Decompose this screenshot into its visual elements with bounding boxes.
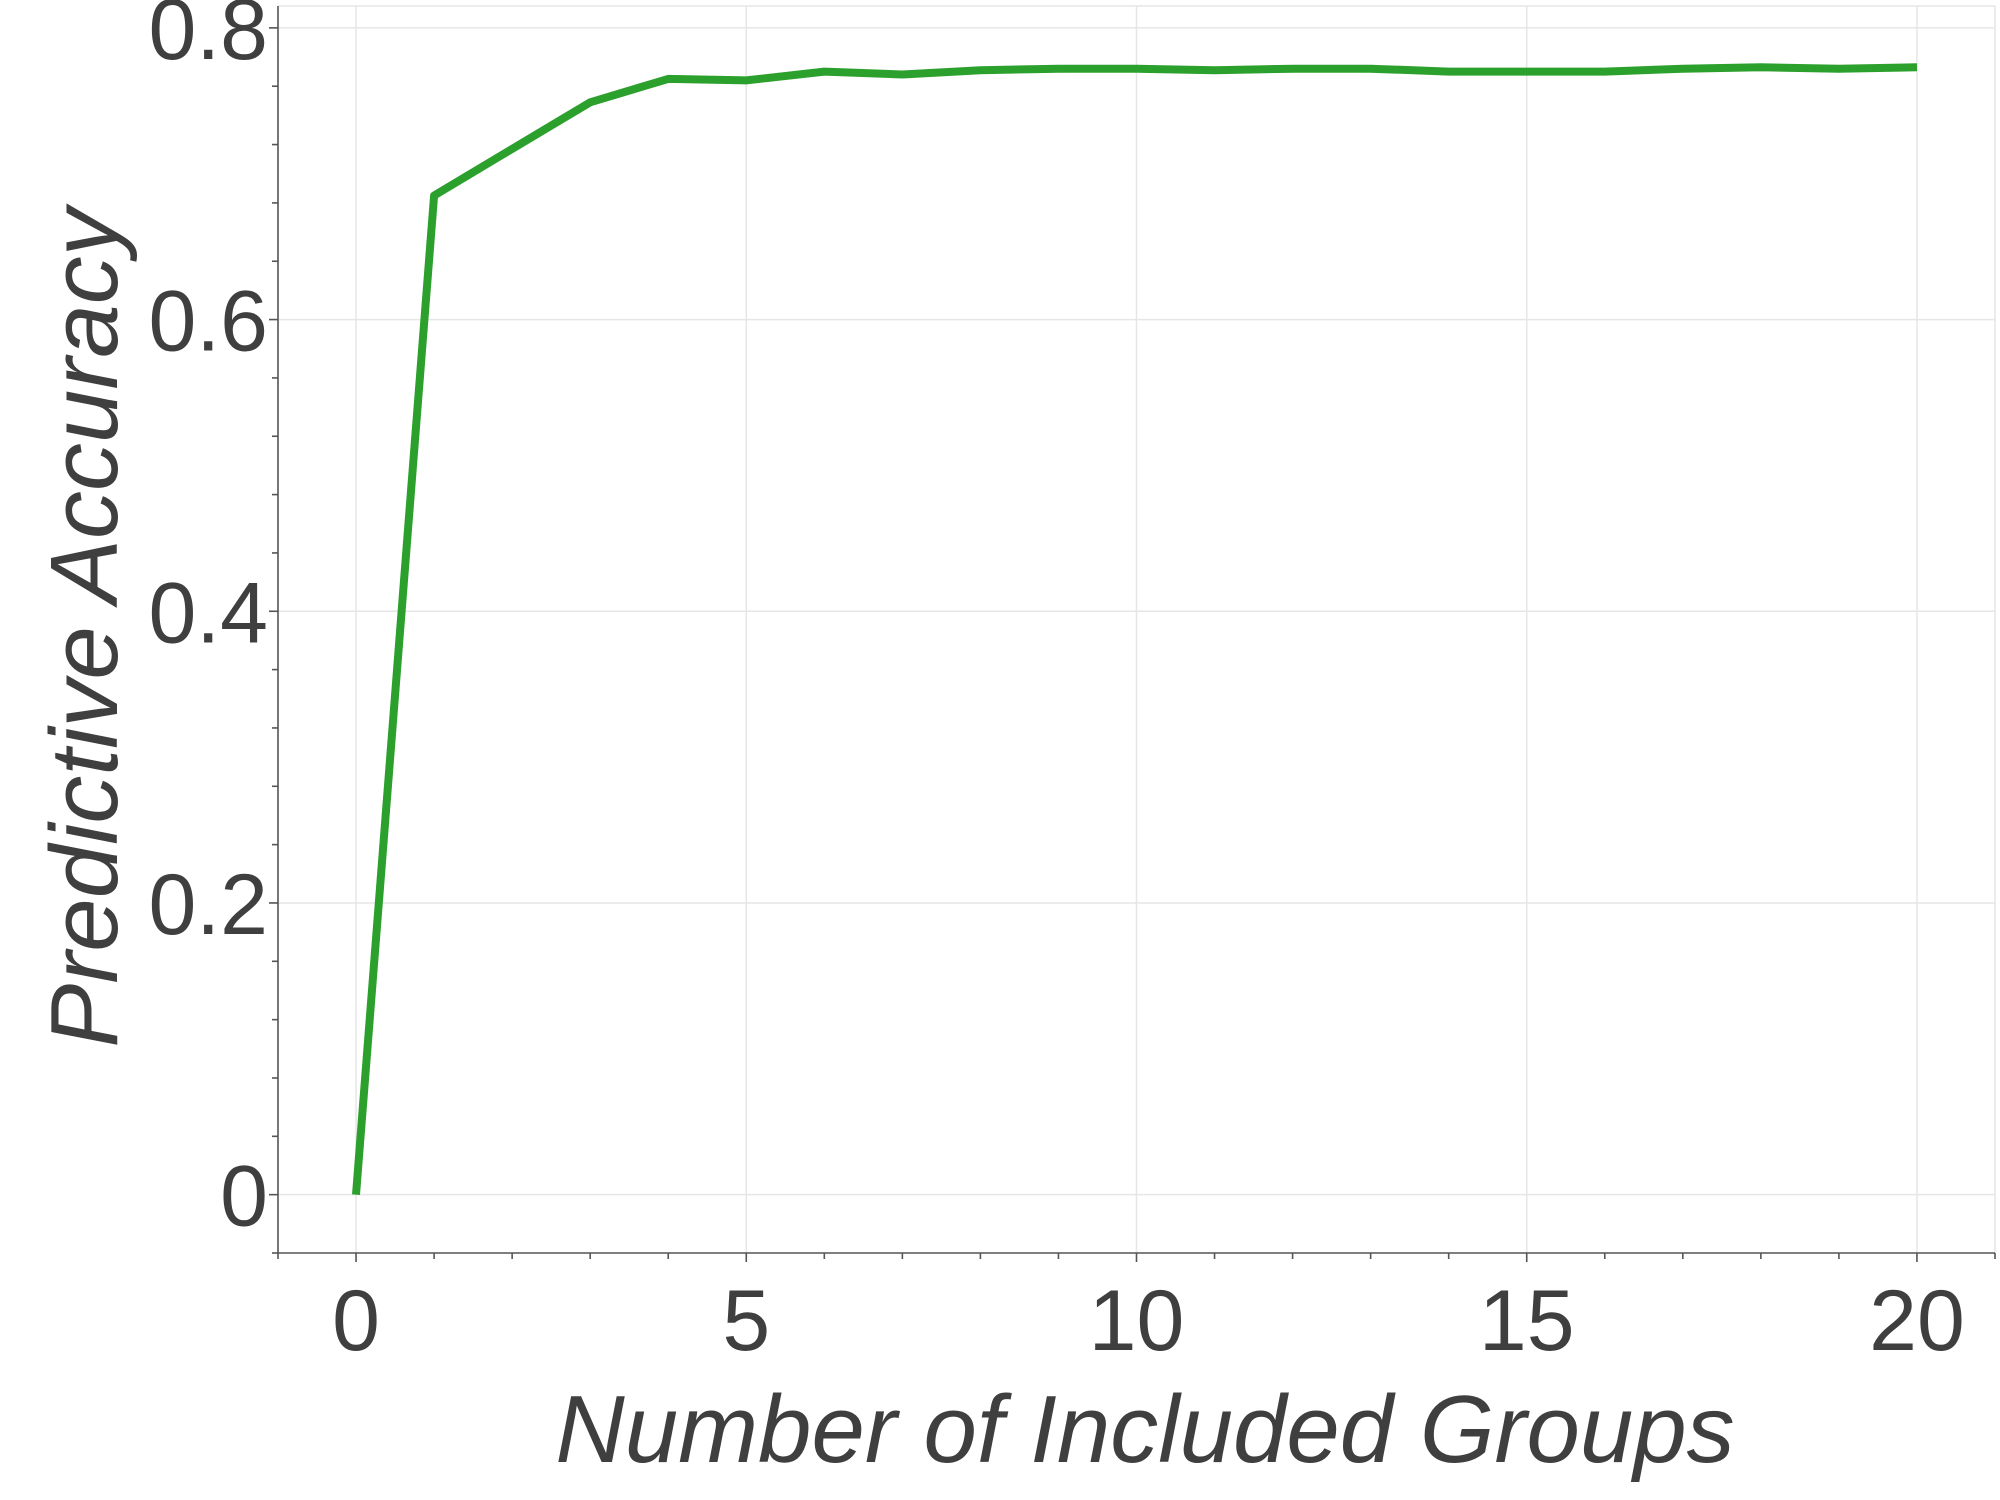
- x-tick-label: 20: [1869, 1273, 1965, 1369]
- series-layer: [352, 63, 1918, 1196]
- y-tick-label: 0.6: [148, 274, 268, 370]
- grid: [278, 5, 1996, 1253]
- x-tick-label: 5: [722, 1273, 770, 1369]
- y-tick-label: 0.4: [148, 565, 268, 661]
- x-tick-label: 10: [1089, 1273, 1185, 1369]
- y-tick-label: 0.8: [148, 0, 268, 78]
- x-tick-label: 15: [1479, 1273, 1575, 1369]
- tick-labels: 0 5 10 15 20 0 0.2 0.4 0.6 0.8: [148, 0, 1964, 1369]
- tick-marks: [269, 27, 1996, 1262]
- x-tick-label: 0: [332, 1273, 380, 1369]
- x-axis-title: Number of Included Groups: [555, 1376, 1734, 1483]
- series-line-0: [352, 63, 1918, 1196]
- y-tick-label: 0: [220, 1149, 268, 1245]
- y-tick-label: 0.2: [148, 857, 268, 953]
- y-axis-title: Predictive Accuracy: [31, 203, 138, 1047]
